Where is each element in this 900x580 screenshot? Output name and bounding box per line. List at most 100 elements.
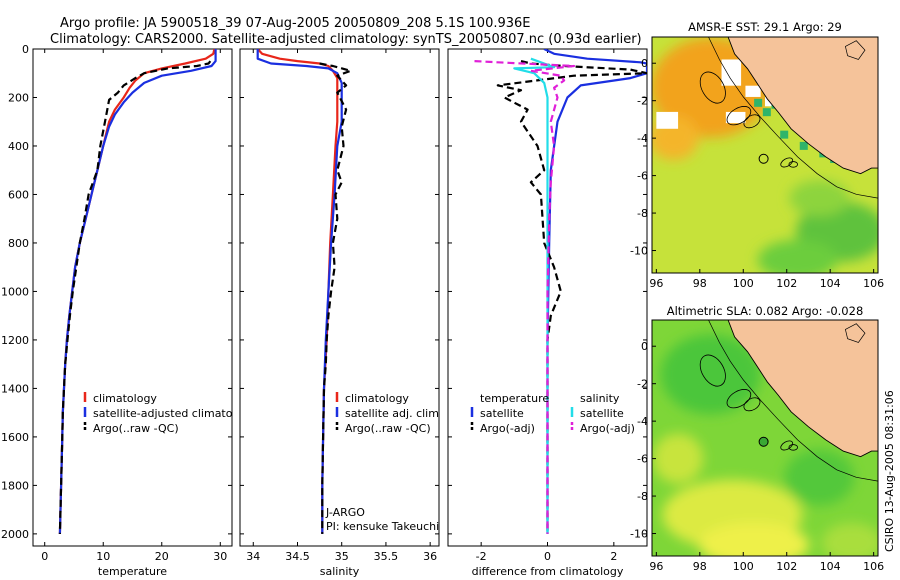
depth-tick-label: 1400 (1, 382, 29, 395)
legend-label: satellite (580, 407, 624, 420)
sst-map-lon-tick-label: 104 (820, 277, 841, 290)
sla-high-patch (699, 522, 810, 556)
float-credit-label: J-ARGO (325, 506, 365, 519)
depth-tick-label: 800 (8, 237, 29, 250)
land-mass (844, 323, 866, 343)
sla-map-lat-tick-label: 0 (641, 340, 648, 353)
sla-map-lat-tick-label: -4 (637, 415, 648, 428)
salinity-x-tick-label: 35.5 (374, 550, 399, 563)
depth-contour (708, 37, 878, 199)
sst-missing-cell (745, 85, 761, 97)
salinity-x-tick-label: 34.5 (285, 550, 310, 563)
island-outline (743, 397, 761, 412)
difference-x-tick-label: 2 (610, 550, 617, 563)
sst-coastal-cell (754, 98, 763, 107)
sst-map-frame (651, 36, 879, 274)
island-outline (788, 161, 798, 168)
temperature-x-tick-label: 10 (96, 550, 110, 563)
sla-map-title: Altimetric SLA: 0.082 Argo: -0.028 (667, 304, 864, 318)
sst-missing-cell (721, 59, 742, 86)
salinity-series-line (319, 62, 352, 534)
sla-map-frame (651, 319, 879, 557)
sst-map-panel: AMSR-E SST: 29.1 Argo: 29 96 98 100 102 104 1… (630, 20, 884, 290)
sst-missing-cell (725, 111, 746, 124)
sla-map-lon-tick-label: 104 (820, 560, 841, 573)
temperature-x-tick-label: 0 (41, 550, 48, 563)
temperature-axes-frame (32, 48, 233, 547)
sst-map-title: AMSR-E SST: 29.1 Argo: 29 (688, 20, 842, 34)
land-mass (727, 37, 878, 175)
legend-label: satellite (480, 407, 524, 420)
legend-label: Argo(..raw -QC) (93, 422, 179, 435)
depth-tick-label: 1600 (1, 431, 29, 444)
island-outline (788, 444, 798, 451)
sla-high-patch (821, 522, 878, 556)
sst-cool-patch (757, 239, 838, 273)
legend-label: satellite adj. clim. (345, 407, 442, 420)
temperature-x-tick-label: 30 (213, 550, 227, 563)
argo-position-marker (758, 436, 769, 447)
depth-tick-label: 600 (8, 188, 29, 201)
difference-x-axis-label: difference from climatology (472, 565, 624, 578)
sla-map-lon-tick-label: 100 (733, 560, 754, 573)
land-mass (844, 40, 866, 60)
salinity-x-tick-label: 35 (335, 550, 349, 563)
depth-tick-label: 1000 (1, 285, 29, 298)
sla-low-patch (784, 449, 855, 506)
island-outline (699, 71, 726, 104)
island-outline (726, 389, 752, 409)
legend-label: climatology (93, 392, 157, 405)
salinity-profile-plot: 34 34.5 35 35.5 36 salinity climatology satelli… (239, 48, 442, 578)
sst-coastal-cell (799, 141, 808, 150)
salinity-series-group (256, 49, 352, 534)
sla-high-patch (653, 433, 704, 484)
temperature-x-axis-label: temperature (98, 565, 167, 578)
difference-x-tick-label: -2 (476, 550, 487, 563)
figure-title-line1: Argo profile: JA 5900518_39 07-Aug-2005 … (60, 16, 531, 31)
depth-tick-label: 1200 (1, 334, 29, 347)
depth-tick-label: 400 (8, 140, 29, 153)
sla-map-lat-tick-label: -8 (637, 490, 648, 503)
sst-map-lat-tick-label: -10 (630, 245, 648, 258)
sst-cool-patch (789, 180, 850, 217)
sst-map-lon-tick-label: 102 (776, 277, 797, 290)
island-outline (726, 106, 752, 126)
sst-map-lat-tick-label: -2 (637, 95, 648, 108)
csiro-timestamp-label: CSIRO 13-Aug-2005 08:31:06 (883, 390, 896, 552)
temperature-x-tick-label: 20 (155, 550, 169, 563)
sla-map-lon-tick-label: 96 (649, 560, 663, 573)
temperature-series-group (58, 49, 217, 534)
salinity-x-tick-label: 34 (246, 550, 260, 563)
figure-title-line2: Climatology: CARS2000. Satellite-adjuste… (50, 32, 642, 47)
legend-heading: salinity (580, 392, 620, 405)
sla-map-lat-tick-label: -10 (630, 528, 648, 541)
sla-map-lon-tick-label: 98 (693, 560, 707, 573)
sla-map-lat-tick-label: -6 (637, 453, 648, 466)
difference-series-line (496, 60, 647, 534)
salinity-axes-frame (239, 48, 440, 547)
depth-tick-label: 200 (8, 91, 29, 104)
temperature-profile-plot: 0 10 20 30 0 200 400 600 800 1000 1200 1400 1600 1800… (1, 43, 233, 578)
difference-profile-plot: -2 0 2 difference from climatology temperatu… (447, 48, 648, 578)
sst-missing-cell (656, 111, 679, 129)
legend-heading: temperature (480, 392, 549, 405)
salinity-x-tick-label: 36 (423, 550, 437, 563)
sla-low-patch (660, 334, 761, 415)
sst-map-lat-tick-label: 0 (641, 57, 648, 70)
temperature-series-line (58, 60, 212, 534)
sst-coastal-cell (780, 130, 789, 139)
salinity-series-line (256, 49, 343, 534)
island-outline (699, 354, 726, 387)
sst-map-lat-tick-label: -4 (637, 132, 648, 145)
sla-map-lon-tick-label: 102 (776, 560, 797, 573)
difference-series-group (474, 49, 647, 534)
sst-map-field (652, 37, 878, 273)
sst-map-lon-tick-label: 100 (733, 277, 754, 290)
sla-field-blobs (653, 334, 878, 556)
island-outline (780, 440, 794, 451)
legend-label: Argo(-adj) (480, 422, 535, 435)
sst-map-lon-tick-label: 98 (693, 277, 707, 290)
land-mass (727, 320, 878, 458)
depth-tick-label: 1800 (1, 479, 29, 492)
